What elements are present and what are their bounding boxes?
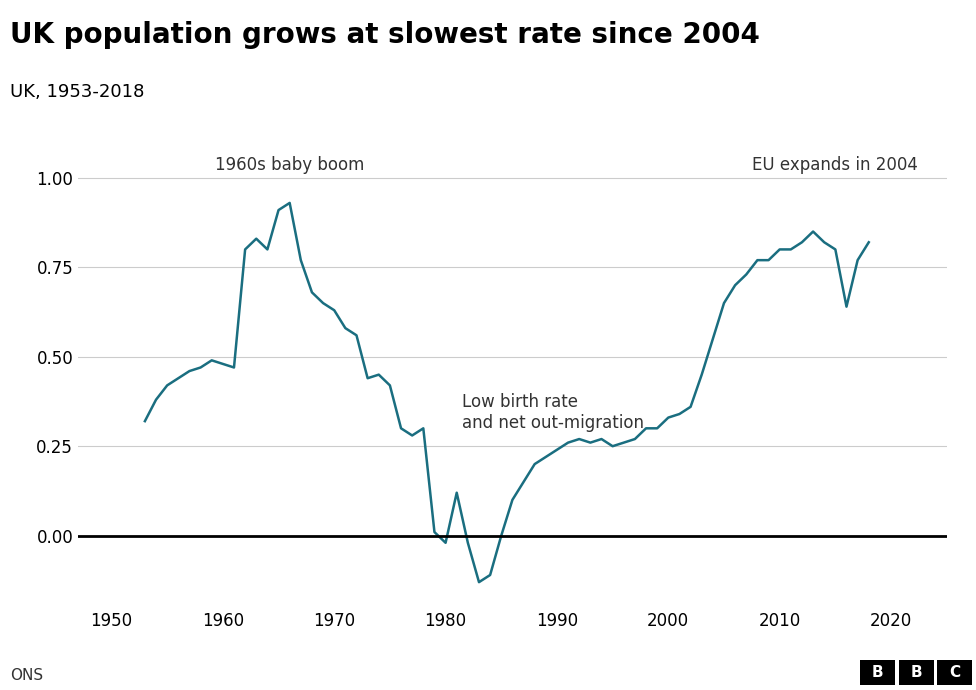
Text: Low birth rate
and net out-migration: Low birth rate and net out-migration [463, 393, 644, 432]
Text: ONS: ONS [10, 668, 43, 683]
Text: B: B [872, 665, 883, 680]
Text: UK population grows at slowest rate since 2004: UK population grows at slowest rate sinc… [10, 21, 759, 49]
FancyBboxPatch shape [860, 660, 895, 685]
FancyBboxPatch shape [937, 660, 972, 685]
Text: 1960s baby boom: 1960s baby boom [215, 157, 364, 175]
Text: C: C [950, 665, 960, 680]
Text: UK, 1953-2018: UK, 1953-2018 [10, 83, 144, 101]
Text: B: B [911, 665, 922, 680]
Text: EU expands in 2004: EU expands in 2004 [752, 157, 918, 175]
FancyBboxPatch shape [899, 660, 934, 685]
